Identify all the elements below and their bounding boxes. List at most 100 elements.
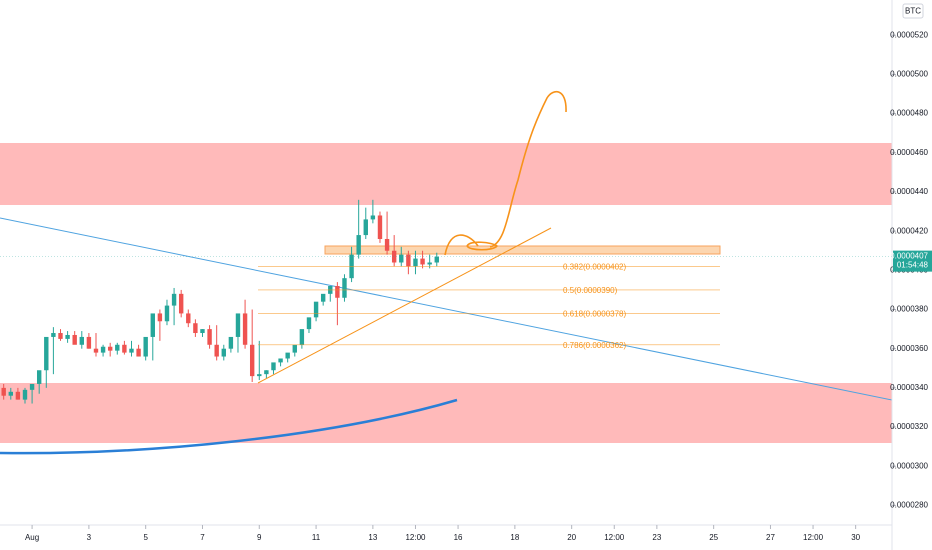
down-trendline xyxy=(0,217,893,401)
x-tick-label: 12:00 xyxy=(604,533,625,542)
candle-body xyxy=(65,334,70,339)
candle-body xyxy=(72,334,77,345)
candle-body xyxy=(200,329,205,334)
candle-body xyxy=(285,352,290,359)
candle-body xyxy=(157,313,163,322)
candle-body xyxy=(313,301,319,318)
currency-box xyxy=(902,3,924,19)
candle-body xyxy=(143,336,148,357)
x-tick-label: 18 xyxy=(510,533,519,542)
candle-body xyxy=(306,317,312,330)
candle-body xyxy=(391,250,397,263)
candle-body xyxy=(15,391,21,400)
y-tick-label: 0.0000320 xyxy=(890,422,928,431)
x-tick-label: 13 xyxy=(368,533,377,542)
candle-body xyxy=(178,293,184,314)
candle-body xyxy=(115,344,120,351)
candle-body xyxy=(399,254,404,263)
candle-body xyxy=(406,254,411,267)
candle-body xyxy=(36,370,42,384)
candle-body xyxy=(413,258,418,267)
y-tick-label: 0.0000500 xyxy=(890,70,928,79)
candle-body xyxy=(235,313,241,337)
fib-label: 0.382(0.0000402) xyxy=(563,263,627,272)
candle-body xyxy=(193,323,198,334)
candle-body xyxy=(29,383,35,390)
candle-body xyxy=(427,262,432,265)
moving-average xyxy=(0,398,458,455)
candle-body xyxy=(299,329,305,345)
candle-body xyxy=(221,348,226,357)
y-tick-label: 0.0000480 xyxy=(890,109,928,118)
candle-body xyxy=(171,293,177,306)
candle-body xyxy=(271,362,276,371)
y-tick-label: 0.0000440 xyxy=(890,187,928,196)
candle-body xyxy=(93,348,99,353)
fib-label: 0.786(0.0000362) xyxy=(563,341,627,350)
candle-body xyxy=(164,305,170,322)
candle-body xyxy=(22,389,28,400)
projection-arrow xyxy=(444,90,567,256)
fib-label: 0.618(0.0000378) xyxy=(563,310,627,319)
candle-body xyxy=(122,344,127,353)
candles xyxy=(1,199,439,404)
candle-body xyxy=(44,336,49,371)
candle-body xyxy=(420,258,425,265)
x-tick-label: 7 xyxy=(200,533,205,542)
y-tick-label: 0.0000280 xyxy=(890,501,928,510)
x-tick-label: 9 xyxy=(257,533,262,542)
candle-body xyxy=(136,348,141,357)
candle-body xyxy=(207,329,212,345)
candle-body xyxy=(257,374,262,377)
candle-body xyxy=(264,370,269,375)
candle-body xyxy=(370,215,376,220)
y-tick-label: 0.0000460 xyxy=(890,148,928,157)
candle-body xyxy=(242,313,248,345)
y-tick-label: 0.0000360 xyxy=(890,344,928,353)
candle-body xyxy=(129,348,134,353)
x-tick-label: 3 xyxy=(87,533,92,542)
x-tick-label: 16 xyxy=(454,533,463,542)
candle-body xyxy=(363,219,368,236)
x-tick-label: 23 xyxy=(652,533,661,542)
candle-body xyxy=(107,346,113,351)
up-trendline xyxy=(257,227,552,384)
candle-body xyxy=(1,387,6,396)
currency-label: BTC xyxy=(905,7,921,16)
candle-body xyxy=(434,256,439,263)
candle-body xyxy=(8,391,13,396)
candle-body xyxy=(335,286,340,298)
candle-body xyxy=(86,336,92,349)
candle-body xyxy=(58,333,63,339)
candle-body xyxy=(377,215,383,239)
candle-body xyxy=(384,238,390,251)
x-tick-label: 11 xyxy=(312,533,321,542)
x-tick-label: 5 xyxy=(143,533,148,542)
fib-label: 0.5(0.0000390) xyxy=(563,286,618,295)
support-zone xyxy=(0,383,892,443)
x-tick-label: Aug xyxy=(25,533,39,542)
candle-body xyxy=(100,346,106,353)
y-tick-label: 0.0000340 xyxy=(890,383,928,392)
x-tick-label: 27 xyxy=(766,533,775,542)
breakout-zone xyxy=(324,245,721,255)
candle-body xyxy=(79,336,84,345)
y-tick-label: 0.0000420 xyxy=(890,226,928,235)
resistance-zone xyxy=(0,143,892,205)
last-price-label: 0.0000407 xyxy=(890,252,928,261)
candle-body xyxy=(292,344,297,353)
candle-body xyxy=(51,333,56,337)
candle-body xyxy=(228,336,234,349)
candle-body xyxy=(356,235,361,255)
x-tick-label: 12:00 xyxy=(405,533,426,542)
candle-body xyxy=(320,293,326,302)
candle-body xyxy=(186,313,191,324)
candle-body xyxy=(150,313,155,337)
x-tick-label: 25 xyxy=(709,533,718,542)
candle-body xyxy=(214,344,219,357)
candle-body xyxy=(278,358,283,363)
candle-body xyxy=(342,278,347,298)
x-tick-label: 30 xyxy=(851,533,860,542)
